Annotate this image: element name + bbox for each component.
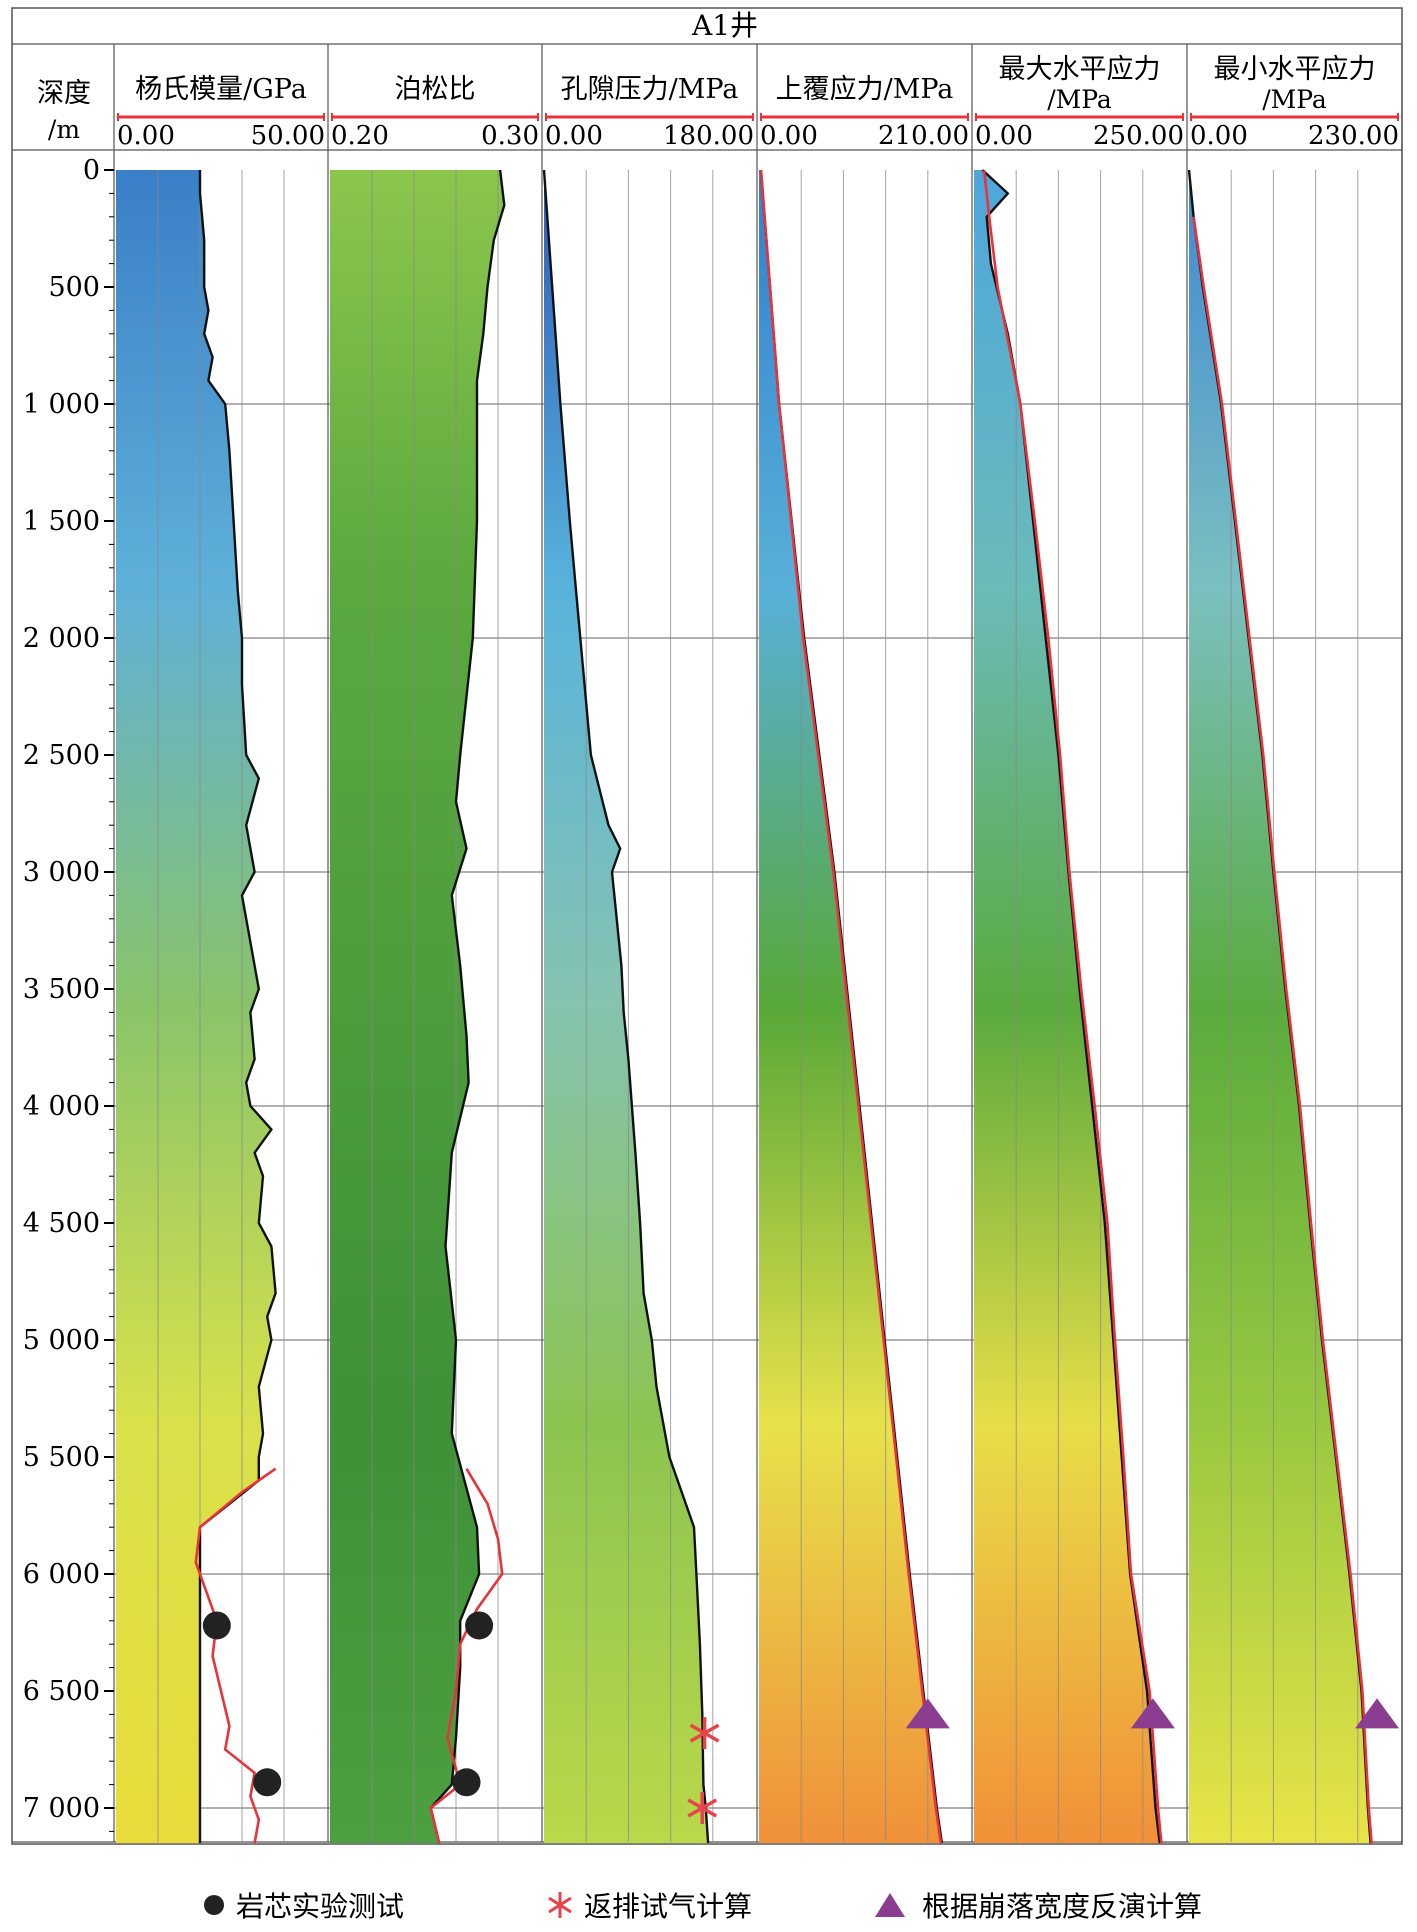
chart-title: A1井 (691, 9, 758, 42)
track-title-sh: 最大水平应力 (999, 54, 1161, 85)
depth-tick-label-6000: 6 000 (23, 1559, 100, 1590)
legend-label-core: 岩芯实验测试 (236, 1890, 404, 1923)
measured-curve-pr (429, 1468, 504, 1844)
track-sh: 最大水平应力/MPa 0.00 250.00 (974, 44, 1188, 1844)
fill-area-ym (116, 170, 276, 1844)
depth-tick-label-3000: 3 000 (23, 857, 100, 888)
fill-area-sh (974, 170, 1160, 1844)
log-curve-pr (429, 169, 506, 1844)
scale-max-sh: 250.00 (1093, 121, 1184, 151)
measured-curve-sh (982, 169, 1163, 1844)
depth-tick-label-0: 0 (83, 155, 100, 186)
scale-min-sh: 0.00 (975, 121, 1033, 151)
scale-min-pp: 0.00 (545, 121, 603, 151)
legend-label-flowback: 返排试气计算 (584, 1890, 752, 1923)
scale-min-shmin: 0.00 (1190, 121, 1248, 151)
track-ym: 杨氏模量/GPa 0.00 50.00 (116, 44, 329, 1844)
fill-area-ov (759, 170, 942, 1844)
depth-tick-label-4500: 4 500 (23, 1208, 100, 1239)
track-title-unit-shmin: /MPa (1262, 85, 1327, 114)
log-curve-pp (542, 169, 710, 1844)
breakout-point-ov-0 (905, 1698, 950, 1729)
depth-tick-label-2000: 2 000 (23, 623, 100, 654)
scale-min-ym: 0.00 (117, 121, 175, 151)
scale-max-ym: 50.00 (251, 121, 325, 151)
scale-max-shmin: 230.00 (1308, 121, 1399, 151)
legend: 岩芯实验测试 返排试气计算 根据崩落宽度反演计算 (204, 1890, 1202, 1923)
fill-area-pp (544, 170, 709, 1844)
depth-tick-label-1000: 1 000 (23, 389, 100, 420)
scale-max-ov: 210.00 (878, 121, 969, 151)
track-title-pr: 泊松比 (395, 74, 476, 105)
scale-min-ov: 0.00 (760, 121, 818, 151)
core-point-ym-1 (253, 1768, 282, 1797)
depth-tick-label-6500: 6 500 (23, 1676, 100, 1707)
scale-min-pr: 0.20 (331, 121, 389, 151)
fill-area-pr (330, 170, 505, 1844)
depth-tick-label-5000: 5 000 (23, 1325, 100, 1356)
legend-marker-core (204, 1895, 224, 1915)
track-pp: 孔隙压力/MPa 0.00 180.00 (542, 44, 758, 1844)
track-title-ym: 杨氏模量/GPa (135, 74, 307, 105)
breakout-point-sh-0 (1130, 1698, 1175, 1729)
track-title-shmin: 最小水平应力 (1214, 54, 1376, 85)
log-curve-ym (198, 170, 277, 1844)
depth-tick-label-500: 500 (48, 272, 100, 303)
core-point-pr-1 (452, 1768, 481, 1797)
depth-tick-label-5500: 5 500 (23, 1442, 100, 1473)
core-point-pr-0 (465, 1611, 494, 1640)
track-ov: 上覆应力/MPa 0.00 210.00 (759, 44, 973, 1844)
depth-label: 深度 (37, 78, 91, 109)
depth-tick-label-3500: 3 500 (23, 974, 100, 1005)
core-point-ym-0 (202, 1611, 231, 1640)
track-title-pp: 孔隙压力/MPa (561, 74, 739, 105)
measured-curve-shmin (1192, 216, 1373, 1844)
track-shmin: 最小水平应力/MPa 0.00 230.00 (1187, 44, 1403, 1844)
depth-tick-label-2500: 2 500 (23, 740, 100, 771)
measured-curve-ov (759, 169, 943, 1844)
scale-max-pr: 0.30 (481, 121, 539, 151)
depth-tick-label-4000: 4 000 (23, 1091, 100, 1122)
legend-label-breakout: 根据崩落宽度反演计算 (922, 1890, 1202, 1923)
depth-tick-label-1500: 1 500 (23, 506, 100, 537)
legend-marker-breakout (875, 1893, 905, 1917)
legend-marker-flowback (548, 1892, 572, 1918)
scale-max-pp: 180.00 (663, 121, 754, 151)
flowback-point-pp-1 (687, 1792, 718, 1824)
flowback-point-pp-0 (689, 1717, 720, 1750)
track-title-ov: 上覆应力/MPa (776, 74, 954, 105)
measured-curve-ym (194, 1467, 277, 1844)
breakout-point-shmin-0 (1355, 1698, 1400, 1729)
depth-tick-label-7000: 7 000 (23, 1793, 100, 1824)
track-title-unit-sh: /MPa (1047, 85, 1112, 114)
fill-area-shmin (1189, 170, 1371, 1844)
depth-unit: /m (48, 115, 80, 144)
